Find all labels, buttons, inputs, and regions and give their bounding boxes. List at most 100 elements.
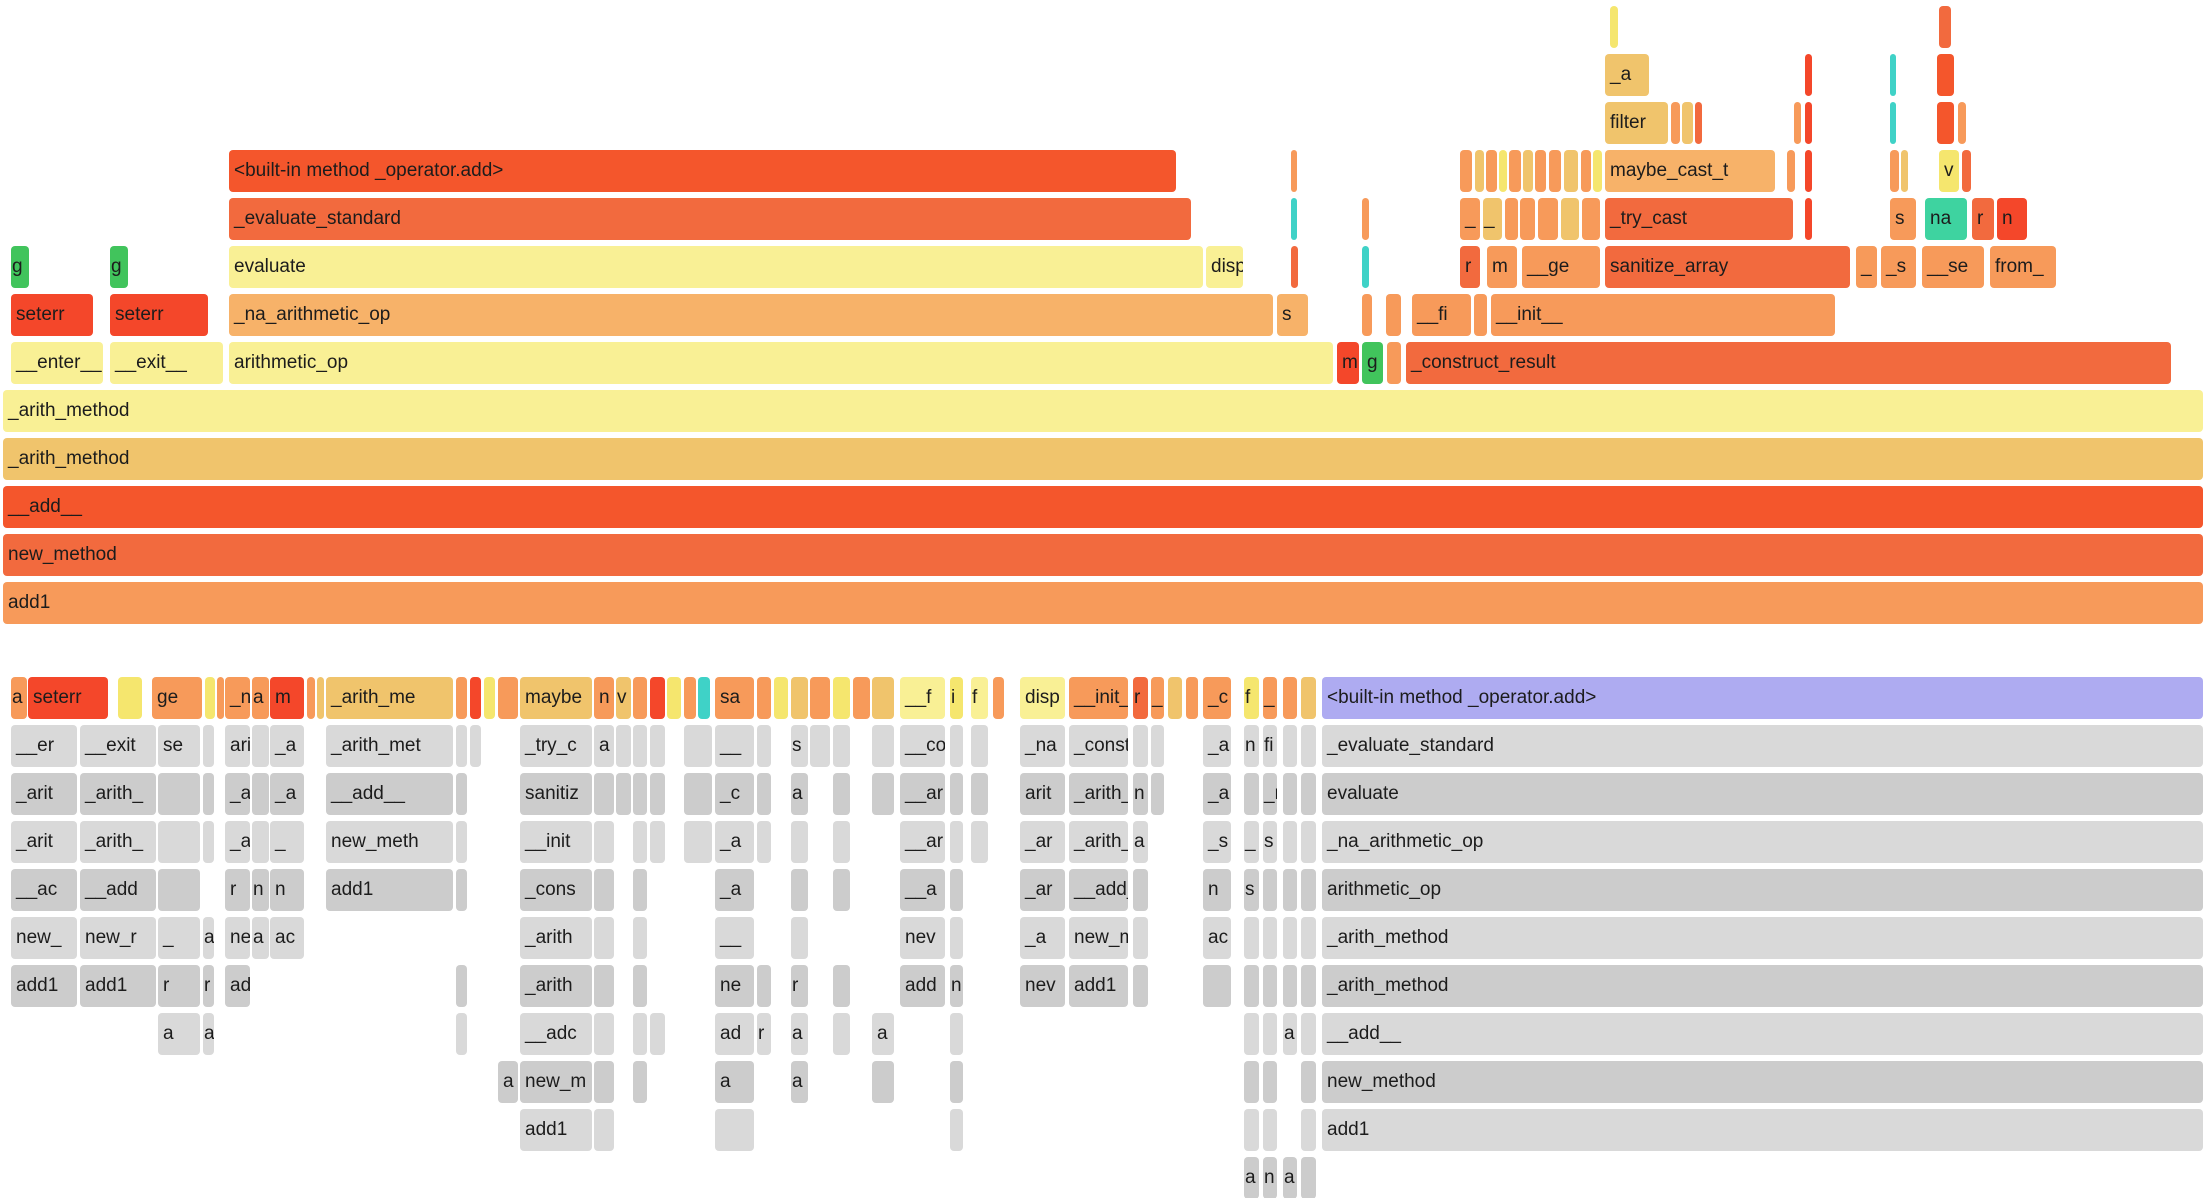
frame-sliver[interactable] [1901,150,1908,192]
frame-sliver[interactable] [1787,150,1795,192]
frame-a[interactable]: a [252,917,269,959]
frame-sliver[interactable] [1805,198,1812,240]
frame-r[interactable]: r [225,869,250,911]
frame-sliver[interactable] [1301,821,1316,863]
frame-f[interactable]: f [971,677,988,719]
frame-_s[interactable]: _s [1203,821,1231,863]
frame-n[interactable]: n [1133,773,1148,815]
frame-sliver[interactable] [1283,917,1297,959]
frame-__co[interactable]: __co [900,725,945,767]
frame-sliver[interactable] [950,1109,963,1151]
frame-sliver[interactable] [1362,198,1369,240]
frame-sliver[interactable] [1520,198,1535,240]
frame-v[interactable]: v [616,677,631,719]
frame-evaluate[interactable]: evaluate [229,246,1203,288]
frame-ac[interactable]: ac [270,917,304,959]
frame-_c[interactable]: _c [1203,677,1231,719]
frame-sliver[interactable] [684,677,696,719]
frame-sliver[interactable] [810,725,830,767]
frame-sliver[interactable] [1283,965,1297,1007]
frame-add1[interactable]: add1 [11,965,77,1007]
frame-sliver[interactable] [993,677,1004,719]
frame-sliver[interactable] [1962,150,1971,192]
frame-nev[interactable]: nev [1020,965,1065,1007]
frame-_s[interactable]: _s [1881,246,1916,288]
frame-f[interactable]: f [1244,677,1259,719]
frame-g[interactable]: g [11,246,29,288]
frame-se[interactable]: se [158,725,200,767]
frame-sliver[interactable] [1186,677,1198,719]
frame-sliver[interactable] [203,821,214,863]
frame-sliver[interactable] [1581,150,1591,192]
frame-sliver[interactable] [757,677,771,719]
frame-_cons[interactable]: _cons [520,869,592,911]
frame-sliver[interactable] [715,1109,754,1151]
frame-__add__[interactable]: __add__ [326,773,453,815]
frame-sanitize_array[interactable]: sanitize_array [1605,246,1850,288]
frame-__add__[interactable]: __add__ [3,486,2203,528]
frame-_a[interactable]: _a [225,821,250,863]
frame-a[interactable]: a [1283,1157,1297,1198]
frame-n[interactable]: n [950,965,963,1007]
frame-sliver[interactable] [594,965,614,1007]
frame-s[interactable]: s [791,725,808,767]
frame-sliver[interactable] [633,677,647,719]
frame-seterr[interactable]: seterr [28,677,108,719]
frame-sliver[interactable] [950,725,963,767]
frame-_na[interactable]: _na [1020,725,1065,767]
frame-sliver[interactable] [456,869,467,911]
frame-_arith_[interactable]: _arith_ [80,773,156,815]
frame-_a[interactable]: _a [270,725,304,767]
frame-sliver[interactable] [633,1061,647,1103]
frame-na[interactable]: na [1925,198,1967,240]
frame-sliver[interactable] [1283,725,1297,767]
frame-sliver[interactable] [1535,150,1546,192]
frame-sliver[interactable] [757,725,771,767]
frame-sliver[interactable] [1133,725,1148,767]
frame-sliver[interactable] [872,773,894,815]
frame-_[interactable]: _ [1263,677,1277,719]
frame-add1[interactable]: add1 [1069,965,1128,1007]
frame-_m[interactable]: _m [1263,773,1277,815]
frame-sliver[interactable] [1283,821,1297,863]
frame-_arith_met[interactable]: _arith_met [326,725,453,767]
frame-r[interactable]: r [757,1013,771,1055]
frame-sliver[interactable] [1890,54,1896,96]
frame-sliver[interactable] [684,821,712,863]
frame-maybe_cast_t[interactable]: maybe_cast_t [1605,150,1775,192]
frame-m[interactable]: m [1337,342,1359,384]
frame-sliver[interactable] [1958,102,1966,144]
frame-sliver[interactable] [1499,150,1507,192]
frame-r[interactable]: r [791,965,808,1007]
frame-sliver[interactable] [1291,198,1297,240]
frame-sliver[interactable] [1263,1109,1277,1151]
frame-a[interactable]: a [11,677,27,719]
frame-nev[interactable]: nev [900,917,945,959]
frame-sliver[interactable] [667,677,681,719]
frame-g[interactable]: g [1362,342,1383,384]
frame-sliver[interactable] [1133,917,1148,959]
frame-__fi[interactable]: __fi [1412,294,1471,336]
frame-ari[interactable]: ari [225,725,250,767]
frame-_a[interactable]: _a [1605,54,1649,96]
frame-evaluate[interactable]: evaluate [1322,773,2203,815]
frame-_a[interactable]: _a [1020,917,1065,959]
frame-ne[interactable]: ne [715,965,754,1007]
frame-sliver[interactable] [650,725,665,767]
frame-sliver[interactable] [456,1013,467,1055]
frame-a[interactable]: a [1133,821,1148,863]
frame-sliver[interactable] [650,1013,665,1055]
frame-sliver[interactable] [1794,102,1801,144]
frame-__ac[interactable]: __ac [11,869,77,911]
frame-_a[interactable]: _a [1203,773,1231,815]
frame-_evaluate_standard[interactable]: _evaluate_standard [1322,725,2203,767]
frame-new_meth[interactable]: new_meth [326,821,453,863]
frame-add1[interactable]: add1 [3,582,2203,624]
frame-sliver[interactable] [594,821,614,863]
frame-sliver[interactable] [1460,150,1472,192]
frame-_na_arithmetic_op[interactable]: _na_arithmetic_op [1322,821,2203,863]
frame-sliver[interactable] [616,773,631,815]
frame-a[interactable]: a [252,677,269,719]
frame-m[interactable]: m [1487,246,1517,288]
frame-_evaluate_standard[interactable]: _evaluate_standard [229,198,1191,240]
